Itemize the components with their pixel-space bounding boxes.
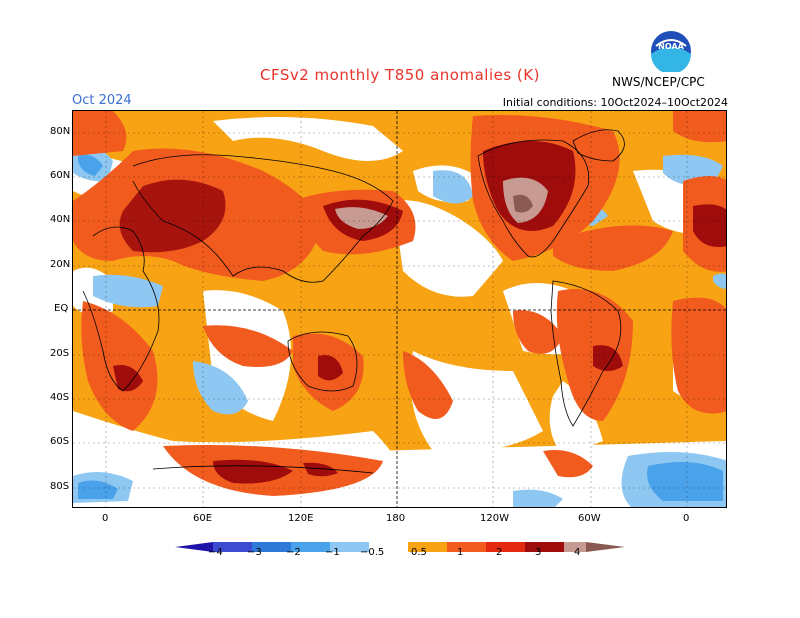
- anomaly-map-svg: [73, 111, 726, 507]
- agency-label: NWS/NCEP/CPC: [612, 75, 705, 89]
- colorbar-swatch-lt-4: [175, 542, 213, 552]
- colorbar-label-4: 4: [574, 547, 581, 558]
- colorbar-swatch-m1-m05: [330, 542, 369, 552]
- lon-label-60w: 60W: [578, 513, 601, 524]
- colorbar-label-3: 3: [535, 547, 542, 558]
- colorbar-swatch-1-2: [447, 542, 486, 552]
- lat-label-20n: 20N: [50, 259, 71, 270]
- lat-label-20s: 20S: [50, 348, 70, 359]
- lon-label-120e: 120E: [288, 513, 314, 524]
- lat-label-40n: 40N: [50, 214, 71, 225]
- colorbar-label-1: 1: [457, 547, 464, 558]
- anomaly-map: [72, 110, 727, 508]
- colorbar-swatch-4-5: [564, 542, 586, 552]
- lat-label-40s: 40S: [50, 392, 70, 403]
- colorbar-swatch-neutral: [369, 542, 408, 552]
- initial-conditions-label: Initial conditions: 10Oct2024–10Oct2024: [502, 96, 728, 109]
- colorbar-svg: [175, 542, 625, 552]
- lat-label-60n: 60N: [50, 170, 71, 181]
- noaa-logo-text: NOAA: [658, 42, 684, 51]
- colorbar-label-2: 2: [496, 547, 503, 558]
- noaa-logo: NOAA: [650, 30, 692, 74]
- colorbar-swatch-m3-m2: [252, 542, 291, 552]
- colorbar-swatch-m4-m3: [213, 542, 252, 552]
- lat-label-eq: EQ: [54, 303, 69, 314]
- lat-label-80n: 80N: [50, 126, 71, 137]
- colorbar-label-m05: −0.5: [360, 547, 385, 558]
- colorbar-label-m2: −2: [286, 547, 301, 558]
- colorbar-swatch-2-3: [486, 542, 525, 552]
- month-label: Oct 2024: [72, 93, 132, 108]
- lat-label-80s: 80S: [50, 481, 70, 492]
- chart-title: CFSv2 monthly T850 anomalies (K): [260, 66, 540, 84]
- colorbar-swatch-m2-m1: [291, 542, 330, 552]
- lon-label-60e: 60E: [193, 513, 213, 524]
- colorbar: [175, 537, 625, 556]
- colorbar-label-05: 0.5: [411, 547, 427, 558]
- lon-label-180: 180: [386, 513, 406, 524]
- colorbar-swatch-05-1: [408, 542, 447, 552]
- lon-label-0: 0: [102, 513, 109, 524]
- colorbar-swatch-3-4: [525, 542, 564, 552]
- colorbar-label-m1: −1: [325, 547, 340, 558]
- lon-label-0-east: 0: [683, 513, 690, 524]
- colorbar-label-m4: −4: [208, 547, 223, 558]
- lon-label-120w: 120W: [480, 513, 509, 524]
- colorbar-swatch-gt-5: [586, 542, 625, 552]
- lat-label-60s: 60S: [50, 436, 70, 447]
- colorbar-label-m3: −3: [247, 547, 262, 558]
